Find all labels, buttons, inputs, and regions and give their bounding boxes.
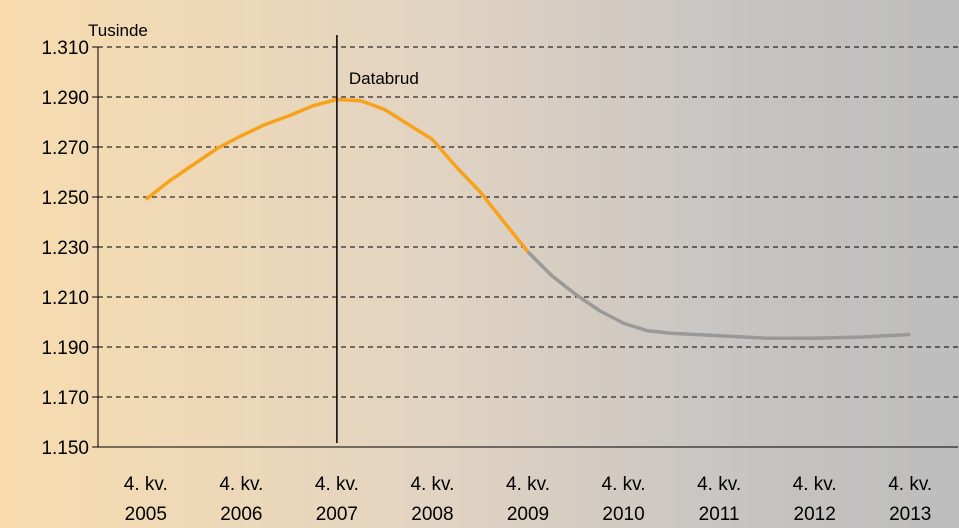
x-tick-label-line: 2008 — [411, 504, 453, 525]
series-line-2 — [526, 250, 911, 340]
y-tick-label: 1.170 — [41, 388, 89, 409]
x-tick-label-line: 2006 — [220, 504, 262, 525]
series-lines — [144, 97, 911, 340]
x-tick-label-line: 2009 — [507, 504, 549, 525]
gridlines — [98, 46, 958, 398]
x-tick-label-line: 2013 — [889, 504, 931, 525]
x-tick-label-line: 4. kv. — [124, 474, 168, 495]
y-tick-label: 1.290 — [41, 88, 89, 109]
y-tick-label: 1.190 — [41, 338, 89, 359]
databrud-annotation: Databrud — [349, 69, 419, 88]
x-tick-label-line: 2007 — [316, 504, 358, 525]
x-tick-label-line: 4. kv. — [410, 474, 454, 495]
x-tick-label: 4. kv. 2005 — [124, 474, 168, 525]
x-tick-label: 4. kv. 2009 — [506, 474, 550, 525]
y-tick-label: 1.270 — [41, 138, 89, 159]
y-tick-label: 1.310 — [41, 38, 89, 59]
x-tick-label: 4. kv. 2008 — [410, 474, 454, 525]
x-tick-label-line: 4. kv. — [793, 474, 837, 495]
y-tick-labels: 1.150 1.170 1.190 1.210 1.230 1.250 1.270 1.290… — [41, 38, 89, 459]
x-tick-label-line: 4. kv. — [315, 474, 359, 495]
x-tick-label: 4. kv. 2006 — [219, 474, 263, 525]
x-tick-label-line: 2005 — [125, 504, 167, 525]
x-tick-label-line: 4. kv. — [219, 474, 263, 495]
x-tick-label-line: 4. kv. — [602, 474, 646, 495]
x-tick-label: 4. kv. 2010 — [602, 474, 646, 525]
y-unit-label: Tusinde — [88, 21, 148, 40]
x-tick-label: 4. kv. 2013 — [888, 474, 932, 525]
x-tick-label: 4. kv. 2012 — [793, 474, 837, 525]
x-tick-label-line: 2010 — [602, 504, 644, 525]
y-tick-label: 1.250 — [41, 188, 89, 209]
x-tick-label-line: 2012 — [794, 504, 836, 525]
axes — [92, 46, 958, 448]
x-tick-label-line: 2011 — [699, 504, 740, 525]
y-tick-label: 1.210 — [41, 288, 89, 309]
x-tick-labels: 4. kv. 2005 4. kv. 2006 4. kv. 2007 4. kv. 2008… — [124, 474, 932, 525]
y-tick-label: 1.230 — [41, 238, 89, 259]
x-tick-label: 4. kv. 2007 — [315, 474, 359, 525]
x-tick-label-line: 4. kv. — [697, 474, 741, 495]
x-tick-label: 4. kv. 2011 — [697, 474, 741, 525]
y-tick-label: 1.150 — [41, 438, 89, 459]
x-tick-label-line: 4. kv. — [506, 474, 550, 495]
x-tick-label-line: 4. kv. — [888, 474, 932, 495]
